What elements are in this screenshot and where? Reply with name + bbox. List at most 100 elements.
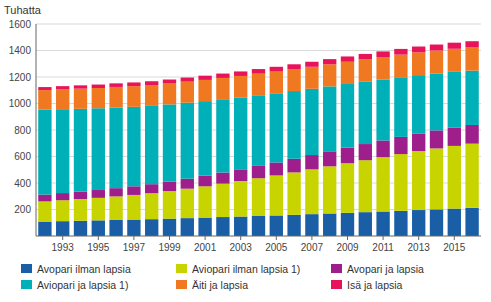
bar-segment: [376, 157, 389, 211]
x-tick-label: 2009: [336, 242, 359, 253]
bar-segment: [252, 178, 265, 216]
legend-swatch: [21, 280, 32, 289]
grid-line: [36, 24, 481, 25]
bar-segment: [305, 214, 318, 236]
bar-segment: [198, 186, 211, 217]
bar-segment: [234, 217, 247, 236]
bar-segment: [394, 77, 407, 137]
bar-segment: [448, 72, 461, 128]
x-tick-label: 2005: [265, 242, 288, 253]
legend-label: Aviopari ja lapsia 1): [37, 279, 128, 291]
x-tick-label: 2007: [301, 242, 324, 253]
x-tick: [311, 236, 312, 240]
bar-segment: [359, 212, 372, 236]
bar-segment: [287, 69, 300, 91]
bar-segment: [287, 91, 300, 159]
legend-label: Aviopari ilman lapsia 1): [192, 263, 300, 275]
bar-segment: [305, 89, 318, 155]
bar-segment: [198, 176, 211, 187]
bar-segment: [252, 69, 265, 74]
bar-segment: [38, 222, 51, 236]
bar-segment: [56, 200, 69, 221]
bar-segment: [465, 144, 478, 208]
bar-segment: [234, 71, 247, 76]
bar-segment: [234, 97, 247, 169]
x-tick-label: 1995: [87, 242, 110, 253]
bar-segment: [430, 51, 443, 74]
bar-segment: [181, 218, 194, 236]
bar-segment: [56, 193, 69, 200]
bar-segment: [92, 198, 105, 221]
x-tick: [383, 236, 384, 240]
bar-segment: [74, 89, 87, 109]
bar-segment: [448, 43, 461, 49]
bar-segment: [198, 218, 211, 236]
y-axis-line: [36, 24, 37, 236]
x-tick-label: 2003: [230, 242, 253, 253]
x-tick: [347, 236, 348, 240]
y-tick-label: 1000: [9, 98, 32, 109]
bar-segment: [38, 90, 51, 110]
bar-segment: [216, 217, 229, 236]
bar-segment: [74, 221, 87, 236]
bar-segment: [305, 169, 318, 214]
bars: [38, 41, 479, 236]
y-tick-label: 400: [14, 178, 31, 189]
y-tick-label: 1600: [9, 19, 32, 30]
bar-segment: [412, 133, 425, 151]
bar-segment: [270, 93, 283, 162]
chart-container: 2004006008001000120014001600Tuhatta19931…: [0, 0, 491, 302]
bar-segment: [323, 59, 336, 64]
bar-segment: [270, 72, 283, 94]
legend-label: Isä ja lapsia: [347, 279, 403, 291]
bar-segment: [163, 191, 176, 219]
bar-segment: [376, 57, 389, 80]
bar-segment: [465, 71, 478, 125]
bar-segment: [252, 216, 265, 236]
legend-swatch: [176, 264, 187, 273]
bar-segment: [109, 107, 122, 188]
bar-segment: [448, 49, 461, 72]
y-tick-label: 1400: [9, 45, 32, 56]
bar-segment: [287, 64, 300, 69]
legend: Avopari ilman lapsiaAviopari ilman lapsi…: [21, 263, 424, 291]
bar-segment: [181, 78, 194, 82]
bar-segment: [430, 130, 443, 148]
x-tick: [205, 236, 206, 240]
bar-segment: [323, 64, 336, 86]
bar-segment: [465, 41, 478, 47]
bar-segment: [145, 85, 158, 106]
bar-segment: [127, 86, 140, 107]
y-tick-label: 600: [14, 151, 31, 162]
bar-segment: [163, 80, 176, 84]
bar-segment: [181, 179, 194, 189]
bar-segment: [448, 146, 461, 209]
bar-segment: [127, 186, 140, 195]
bar-segment: [270, 175, 283, 215]
bar-segment: [181, 82, 194, 103]
bar-segment: [430, 45, 443, 51]
bar-segment: [127, 195, 140, 220]
bar-segment: [341, 56, 354, 61]
bar-segment: [270, 67, 283, 72]
x-tick-label: 1999: [158, 242, 181, 253]
legend-swatch: [331, 280, 342, 289]
x-tick: [454, 236, 455, 240]
bar-segment: [181, 103, 194, 179]
bar-segment: [270, 215, 283, 236]
bar-segment: [109, 83, 122, 87]
x-tick: [98, 236, 99, 240]
bar-segment: [127, 82, 140, 86]
bar-segment: [92, 190, 105, 198]
bar-segment: [145, 193, 158, 219]
bar-segment: [127, 220, 140, 236]
bar-segment: [127, 107, 140, 187]
bar-segment: [394, 137, 407, 154]
legend-swatch: [21, 264, 32, 273]
x-tick: [62, 236, 63, 240]
bar-segment: [56, 89, 69, 109]
bar-segment: [394, 49, 407, 55]
bar-segment: [359, 54, 372, 59]
bar-segment: [412, 47, 425, 53]
bar-segment: [359, 160, 372, 212]
